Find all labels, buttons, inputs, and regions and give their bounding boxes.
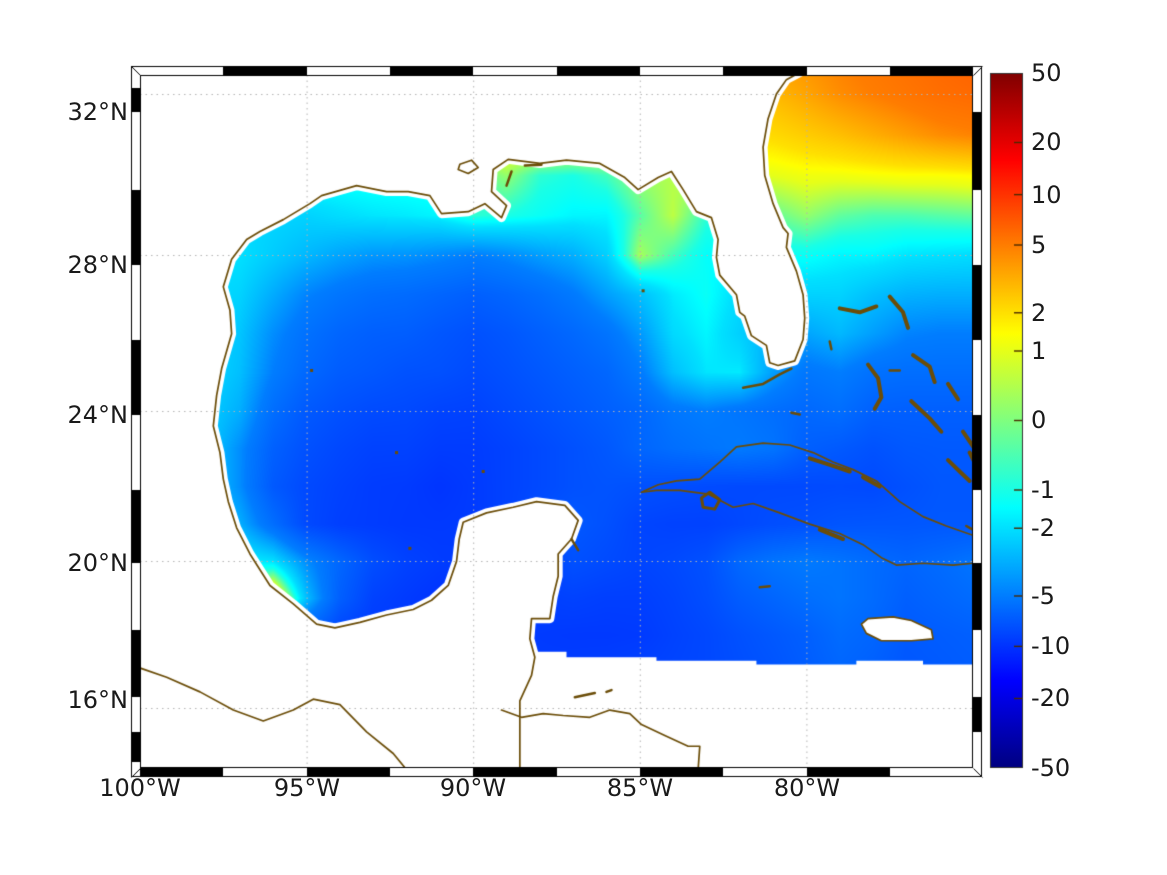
colorbar-tick-label-2: 2 bbox=[1031, 299, 1047, 327]
lat-tick-label-24n: 24°N bbox=[67, 401, 129, 429]
colorbar-tick-label-20: 20 bbox=[1031, 128, 1062, 156]
lon-tick-label-85w: 85°W bbox=[606, 774, 674, 802]
colorbar-tick-label-m20: -20 bbox=[1031, 684, 1071, 712]
lat-tick-label-20n: 20°N bbox=[67, 549, 129, 577]
lat-tick-label-16n: 16°N bbox=[67, 686, 129, 714]
colorbar-tick-label-50: 50 bbox=[1031, 59, 1062, 87]
colorbar-tick-label-m2: -2 bbox=[1031, 514, 1055, 542]
colorbar-tick-label-m50: -50 bbox=[1031, 754, 1071, 782]
colorbar-tick-label-0: 0 bbox=[1031, 406, 1047, 434]
colorbar-tick-label-10: 10 bbox=[1031, 181, 1062, 209]
colorbar-tick-label-m10: -10 bbox=[1031, 632, 1071, 660]
colorbar-tick-label-m5: -5 bbox=[1031, 582, 1055, 610]
lat-tick-label-32n: 32°N bbox=[67, 98, 129, 126]
lon-tick-label-95w: 95°W bbox=[273, 774, 341, 802]
colorbar-tick-label-5: 5 bbox=[1031, 231, 1047, 259]
lat-tick-label-28n: 28°N bbox=[67, 251, 129, 279]
lon-tick-label-80w: 80°W bbox=[773, 774, 841, 802]
lon-tick-label-100w: 100°W bbox=[99, 774, 181, 802]
lon-tick-label-90w: 90°W bbox=[439, 774, 507, 802]
colorbar-tick-label-1: 1 bbox=[1031, 337, 1047, 365]
colorbar-tick-label-m1: -1 bbox=[1031, 476, 1055, 504]
